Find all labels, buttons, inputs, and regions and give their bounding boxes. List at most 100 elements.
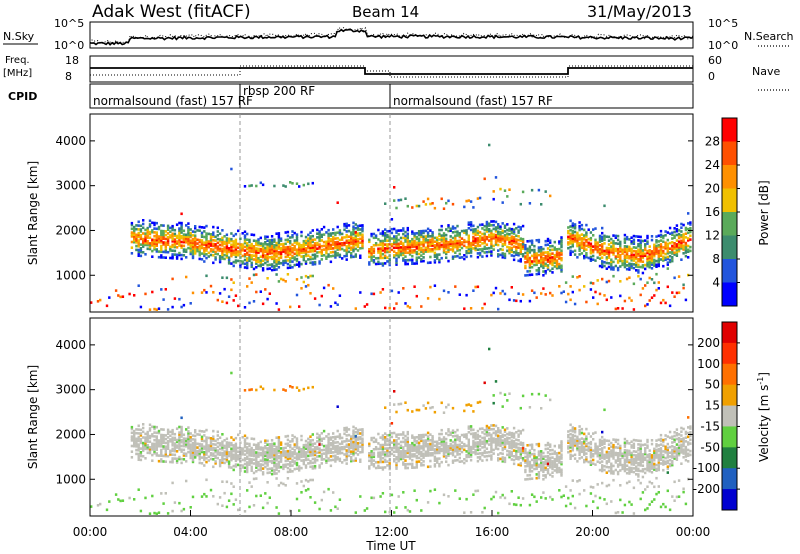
velocity-cell (273, 448, 276, 451)
velocity-cell (200, 443, 204, 446)
power-cell (508, 246, 511, 249)
velocity-cell (451, 444, 455, 447)
power-cell (334, 246, 337, 250)
power-cell (596, 245, 599, 248)
power-cell (637, 235, 640, 238)
power-cell (499, 231, 502, 234)
power-cell (653, 264, 656, 267)
velocity-cell (160, 454, 163, 457)
velocity-cell (313, 448, 317, 451)
power-cell (191, 237, 195, 241)
power-cell (295, 235, 299, 238)
power-cell (341, 232, 344, 236)
velocity-cell (212, 446, 215, 450)
power-cell (359, 224, 362, 227)
velocity-cell (191, 434, 195, 437)
power-cell (648, 252, 651, 256)
power-cell (540, 251, 543, 255)
power-cell (379, 251, 382, 254)
velocity-cell (135, 445, 138, 448)
velocity-cell (393, 443, 396, 446)
power-cell (289, 305, 292, 309)
power-cell (619, 294, 622, 298)
velocity-cell (243, 434, 247, 438)
velocity-cell (424, 443, 428, 446)
power-cell (456, 239, 459, 243)
power-cell (266, 260, 269, 263)
power-cell (191, 247, 195, 250)
power-cell (530, 289, 534, 292)
velocity-cell (408, 510, 412, 513)
velocity-cell (313, 449, 317, 453)
power-cell (350, 237, 353, 240)
power-cell (424, 240, 428, 244)
power-cell (327, 236, 330, 239)
velocity-cell (458, 437, 461, 441)
power-cell (377, 243, 380, 247)
velocity-cell (350, 442, 353, 446)
velocity-cell (406, 449, 409, 453)
power-cell (456, 224, 459, 228)
power-cell (309, 292, 312, 295)
power-cell (406, 204, 409, 208)
velocity-cell (277, 456, 281, 460)
power-cell (515, 238, 518, 241)
velocity-cell (501, 493, 504, 497)
velocity-cell (399, 455, 403, 459)
velocity-cell (361, 446, 364, 450)
power-cell (119, 295, 122, 299)
power-cell (336, 244, 339, 248)
velocity-cell (501, 452, 504, 456)
velocity-cell (293, 445, 296, 448)
power-cell (546, 267, 550, 271)
velocity-cell (160, 492, 163, 495)
power-cell (549, 256, 552, 259)
velocity-cell (302, 445, 305, 449)
power-cell (268, 250, 271, 253)
velocity-cell (250, 452, 253, 455)
y-tick-label: 1000 (55, 268, 86, 282)
power-cell (578, 228, 581, 232)
power-cell (601, 231, 604, 235)
power-cell (589, 250, 593, 253)
velocity-cell (420, 437, 423, 441)
velocity-cell (510, 454, 513, 458)
power-cell (313, 257, 317, 260)
power-cell (295, 242, 299, 246)
power-cell (560, 268, 563, 271)
power-cell (472, 247, 475, 250)
power-cell (162, 298, 165, 301)
velocity-cell (250, 437, 253, 440)
power-cell (295, 239, 299, 242)
power-cell (497, 253, 500, 256)
power-cell (162, 256, 165, 259)
power-cell (327, 243, 330, 247)
cpid-segment-2: rbsp 200 RF (243, 84, 315, 98)
power-cell (318, 243, 321, 246)
power-cell (544, 270, 547, 273)
power-cell (639, 248, 642, 252)
power-cell (503, 230, 507, 233)
velocity-cell (286, 466, 290, 470)
velocity-cell (246, 470, 249, 474)
velocity-cell (304, 489, 308, 492)
power-cell (386, 230, 389, 233)
power-cell (413, 249, 416, 252)
power-cell (359, 241, 362, 244)
power-cell (230, 262, 233, 265)
power-cell (334, 244, 337, 248)
velocity-cell (155, 442, 158, 446)
power-cell (653, 253, 656, 256)
velocity-cell (309, 465, 312, 469)
power-cell (309, 235, 312, 238)
power-cell (225, 244, 229, 248)
velocity-cell (458, 443, 461, 447)
power-cell (250, 233, 253, 236)
velocity-cell (155, 448, 158, 451)
power-cell (175, 255, 179, 258)
power-cell (635, 253, 638, 257)
power-cell (478, 231, 482, 234)
velocity-cell (225, 452, 229, 456)
power-cell (546, 252, 550, 256)
velocity-cell (216, 453, 219, 456)
